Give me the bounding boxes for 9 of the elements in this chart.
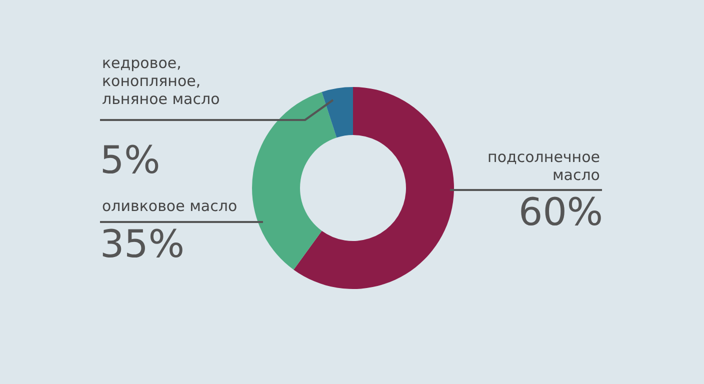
data-label: 60%: [518, 190, 603, 234]
data-label: 35%: [100, 222, 184, 266]
donut-slice: [322, 87, 353, 138]
data-label: 5%: [100, 138, 160, 182]
slice-label: подсолнечное масло: [488, 148, 600, 184]
donut-slice: [294, 87, 454, 289]
donut-slice: [252, 92, 337, 270]
slice-label: кедровое, конопляное, льняное масло: [102, 54, 220, 108]
slice-label: оливковое масло: [102, 197, 238, 215]
